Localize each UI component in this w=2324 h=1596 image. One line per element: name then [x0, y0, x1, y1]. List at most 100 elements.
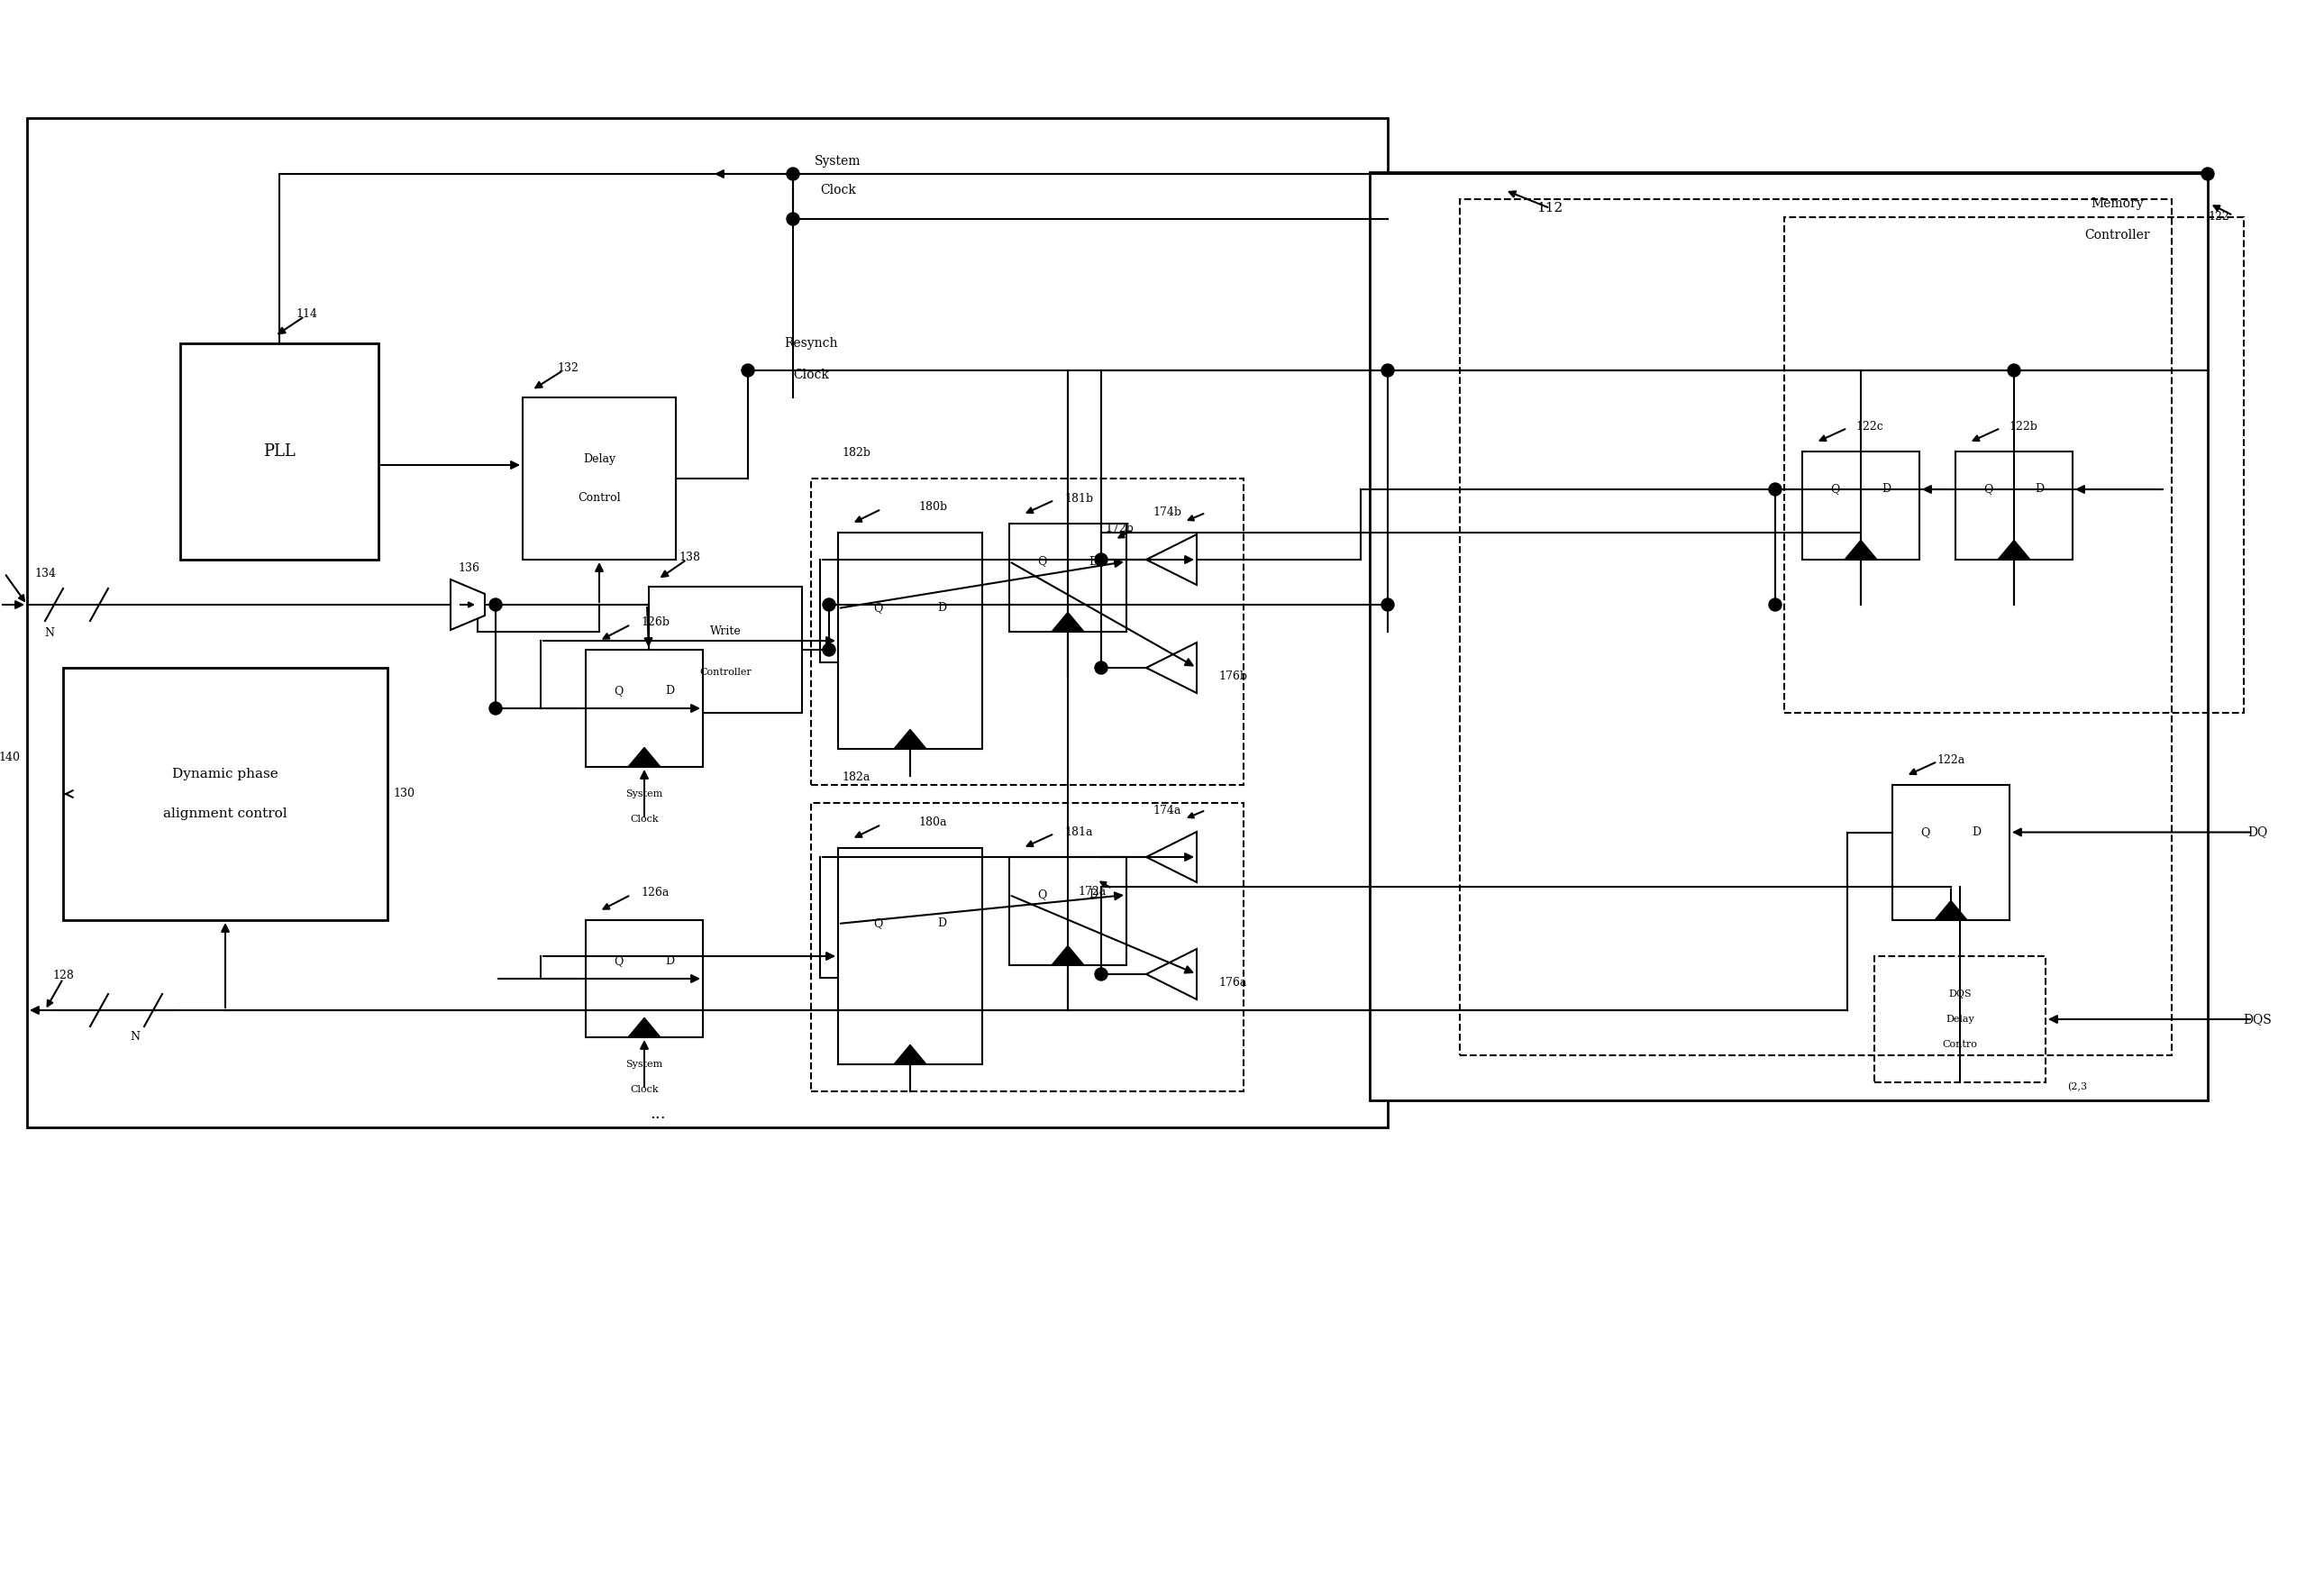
Text: Control: Control	[579, 493, 621, 504]
Text: Delay: Delay	[583, 453, 616, 464]
Bar	[1009, 857, 1127, 966]
Text: 172a: 172a	[1078, 886, 1106, 897]
Text: 172b: 172b	[1104, 522, 1134, 535]
Text: Q: Q	[614, 956, 623, 967]
Text: 114: 114	[295, 308, 316, 321]
Text: 176a: 176a	[1218, 977, 1248, 990]
Text: System: System	[625, 790, 662, 798]
Text: 132: 132	[558, 362, 579, 375]
Text: DQS: DQS	[1948, 990, 1971, 999]
Circle shape	[1769, 484, 1783, 496]
Text: Delay: Delay	[1945, 1015, 1975, 1023]
Text: 174b: 174b	[1153, 508, 1181, 519]
Text: 134: 134	[35, 567, 56, 579]
Bar	[839, 533, 983, 749]
Text: Contro: Contro	[1943, 1041, 1978, 1049]
Text: Controller: Controller	[700, 667, 751, 677]
Bar	[811, 803, 1243, 1092]
Text: Q: Q	[1037, 555, 1046, 567]
Polygon shape	[1146, 643, 1197, 693]
Circle shape	[788, 212, 799, 225]
Polygon shape	[895, 1045, 927, 1065]
Text: (2,3: (2,3	[2066, 1082, 2087, 1092]
Text: Memory: Memory	[2092, 198, 2145, 211]
Text: Controller: Controller	[2085, 228, 2150, 241]
Text: 122a: 122a	[1936, 753, 1966, 766]
Bar	[181, 343, 379, 560]
Text: 122c: 122c	[1857, 420, 1885, 433]
Polygon shape	[1053, 946, 1083, 966]
Text: Q: Q	[874, 602, 883, 614]
Circle shape	[741, 364, 755, 377]
Text: 176b: 176b	[1218, 670, 1248, 683]
Polygon shape	[1934, 900, 1966, 921]
Bar	[1785, 217, 2243, 713]
Text: Q: Q	[1920, 827, 1929, 838]
Bar	[63, 667, 388, 921]
Text: PLL: PLL	[263, 444, 295, 460]
Text: 138: 138	[679, 552, 700, 563]
Text: 180a: 180a	[918, 817, 946, 828]
Text: 181a: 181a	[1064, 827, 1092, 838]
Bar	[1875, 956, 2045, 1082]
Bar	[28, 118, 1387, 1127]
Text: DQS: DQS	[2243, 1013, 2271, 1026]
Text: D: D	[1882, 484, 1892, 495]
Bar	[1459, 200, 2171, 1055]
Text: 128: 128	[53, 970, 74, 982]
Text: D: D	[1090, 889, 1099, 900]
Text: D: D	[665, 956, 674, 967]
Bar	[1892, 785, 2010, 921]
Polygon shape	[895, 729, 927, 749]
Circle shape	[1380, 364, 1394, 377]
Bar	[586, 650, 702, 768]
Bar	[523, 397, 676, 560]
Polygon shape	[1146, 950, 1197, 999]
Text: Write: Write	[709, 626, 741, 637]
Bar	[1009, 523, 1127, 632]
Polygon shape	[1146, 535, 1197, 584]
Text: ...: ...	[651, 1106, 665, 1122]
Circle shape	[490, 598, 502, 611]
Text: 126a: 126a	[641, 887, 669, 899]
Text: N: N	[44, 627, 53, 640]
Text: Q: Q	[874, 918, 883, 929]
Text: Q: Q	[1985, 484, 1994, 495]
Circle shape	[823, 643, 834, 656]
Text: D: D	[937, 602, 946, 614]
Polygon shape	[627, 747, 660, 768]
Text: D: D	[937, 918, 946, 929]
Text: 182b: 182b	[841, 447, 872, 460]
Bar	[811, 479, 1243, 785]
Text: 122: 122	[2208, 211, 2229, 223]
Bar	[648, 587, 802, 713]
Polygon shape	[1053, 613, 1083, 632]
Polygon shape	[1845, 539, 1878, 560]
Polygon shape	[627, 1018, 660, 1037]
Bar	[1954, 452, 2073, 560]
Circle shape	[490, 702, 502, 715]
Text: 122b: 122b	[2008, 420, 2038, 433]
Polygon shape	[1146, 832, 1197, 883]
Text: Clock: Clock	[792, 369, 830, 381]
Text: D: D	[1090, 555, 1099, 567]
Text: 174a: 174a	[1153, 804, 1181, 816]
Text: 182a: 182a	[841, 772, 869, 784]
Circle shape	[1095, 554, 1109, 567]
Text: System: System	[816, 155, 862, 168]
Text: Q: Q	[1037, 889, 1046, 900]
Text: N: N	[130, 1031, 139, 1044]
Text: Q: Q	[614, 685, 623, 696]
Text: D: D	[2036, 484, 2045, 495]
Circle shape	[1095, 661, 1109, 674]
Text: System: System	[625, 1060, 662, 1069]
Bar	[839, 847, 983, 1065]
Text: DQ: DQ	[2247, 827, 2268, 838]
Text: 130: 130	[393, 788, 414, 800]
Text: Q: Q	[1831, 484, 1841, 495]
Circle shape	[2008, 364, 2020, 377]
Circle shape	[788, 168, 799, 180]
Text: Clock: Clock	[630, 814, 658, 824]
Text: 112: 112	[1536, 201, 1564, 214]
Text: Resynch: Resynch	[783, 337, 839, 350]
